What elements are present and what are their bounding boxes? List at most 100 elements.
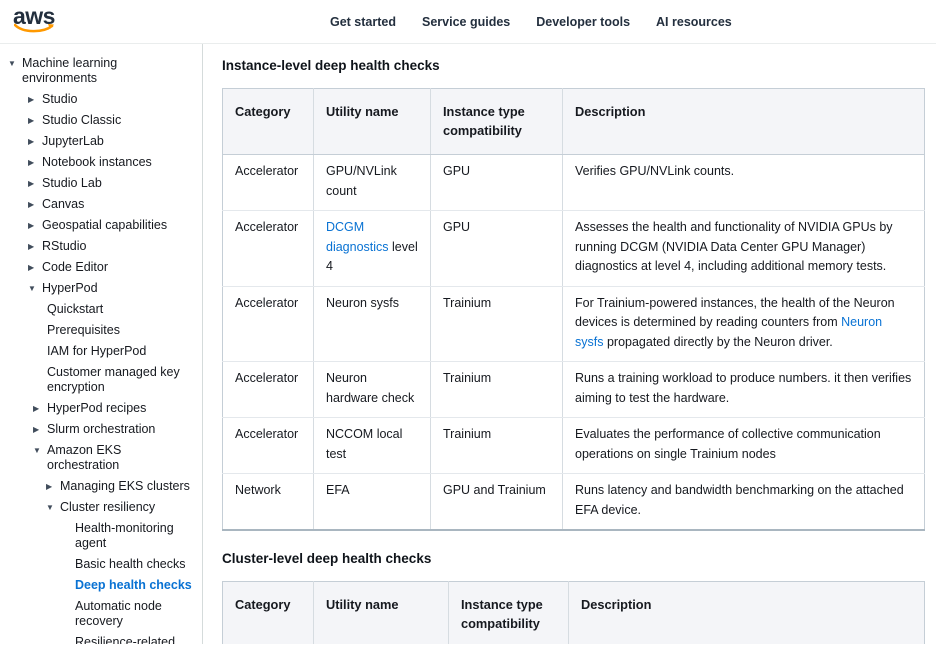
chevron-collapsed-icon[interactable]: ▶ xyxy=(28,263,35,272)
sidebar-item-rstudio[interactable]: ▶ RStudio xyxy=(0,236,202,257)
sidebar-item-label: HyperPod xyxy=(42,281,98,295)
sidebar-item-canvas[interactable]: ▶ Canvas xyxy=(0,194,202,215)
table-row: Accelerator Neuron hardware check Trainium… xyxy=(222,361,925,418)
sidebar-item-label: Studio xyxy=(42,92,78,106)
sidebar-item-automatic-node-recovery[interactable]: Automatic node recovery xyxy=(0,596,202,632)
table-cell-category: Accelerator xyxy=(222,286,314,362)
table-row: Accelerator Neuron sysfs Trainium For Train… xyxy=(222,286,925,362)
chevron-collapsed-icon[interactable]: ▶ xyxy=(28,116,35,125)
sidebar-item-label: Cluster resiliency xyxy=(60,500,156,514)
sidebar-item-amazon-eks-orchestration[interactable]: ▼ Amazon EKS orchestration xyxy=(0,440,202,476)
sidebar-item-quickstart[interactable]: Quickstart xyxy=(0,299,202,320)
sidebar-item-label: Studio Classic xyxy=(42,113,122,127)
top-nav-link-ai-resources[interactable]: AI resources xyxy=(656,15,732,29)
chevron-expanded-icon[interactable]: ▼ xyxy=(33,446,41,455)
table-cell-instance-type: Trainium xyxy=(430,361,563,418)
sidebar-item-basic-health-checks[interactable]: Basic health checks xyxy=(0,554,202,575)
page-layout: ▼ Machine learning environments ▶ Studio ▶ St… xyxy=(0,44,936,644)
sidebar-item-label: Prerequisites xyxy=(47,323,120,337)
chevron-collapsed-icon[interactable]: ▶ xyxy=(28,158,35,167)
sidebar-item-label: Automatic node recovery xyxy=(75,599,162,628)
sidebar-item-managing-eks-clusters[interactable]: ▶ Managing EKS clusters xyxy=(0,476,202,497)
table-row: Accelerator NCCOM local test Trainium Evalu… xyxy=(222,417,925,474)
table-header-cell: Category xyxy=(222,581,314,644)
sidebar-item-label: Code Editor xyxy=(42,260,109,274)
table-cell-instance-type: Trainium xyxy=(430,286,563,362)
sidebar-item-studio[interactable]: ▶ Studio xyxy=(0,89,202,110)
sidebar-item-label: Geospatial capabilities xyxy=(42,218,168,232)
sidebar-item-label: Health-monitoring agent xyxy=(75,521,174,550)
table-cell-utility-name: GPU/NVLink count xyxy=(313,154,431,211)
sidebar-item-health-monitoring-agent[interactable]: Health-monitoring agent xyxy=(0,518,202,554)
table-cell-description: Assesses the health and functionality of… xyxy=(562,210,925,287)
sidebar-item-label: JupyterLab xyxy=(42,134,104,148)
sidebar-item-customer-managed-key-encryption[interactable]: Customer managed key encryption xyxy=(0,362,202,398)
chevron-expanded-icon[interactable]: ▼ xyxy=(46,503,54,512)
top-nav-link-developer-tools[interactable]: Developer tools xyxy=(536,15,631,29)
table-header-cell: Utility name xyxy=(313,88,431,155)
sidebar-item-slurm-orchestration[interactable]: ▶ Slurm orchestration xyxy=(0,419,202,440)
table-cell-description: Verifies GPU/NVLink counts. xyxy=(562,154,925,211)
sidebar-item-machine-learning-environments[interactable]: ▼ Machine learning environments xyxy=(0,53,202,89)
chevron-collapsed-icon[interactable]: ▶ xyxy=(28,179,35,188)
table-cell-utility-name: EFA xyxy=(313,473,431,530)
sidebar-item-cluster-resiliency[interactable]: ▼ Cluster resiliency xyxy=(0,497,202,518)
sidebar-item-label: Quickstart xyxy=(47,302,104,316)
sidebar-item-studio-lab[interactable]: ▶ Studio Lab xyxy=(0,173,202,194)
sidebar-item-hyperpod-recipes[interactable]: ▶ HyperPod recipes xyxy=(0,398,202,419)
aws-logo[interactable]: aws xyxy=(13,5,57,34)
sidebar-item-deep-health-checks[interactable]: Deep health checks xyxy=(0,575,202,596)
sidebar-item-label: Machine learning environments xyxy=(22,56,118,85)
chevron-collapsed-icon[interactable]: ▶ xyxy=(33,404,40,413)
chevron-collapsed-icon[interactable]: ▶ xyxy=(28,200,35,209)
chevron-collapsed-icon[interactable]: ▶ xyxy=(46,482,53,491)
sidebar-item-label: RStudio xyxy=(42,239,87,253)
sidebar-item-prerequisites[interactable]: Prerequisites xyxy=(0,320,202,341)
chevron-collapsed-icon[interactable]: ▶ xyxy=(33,425,40,434)
doc-link-dcgm-diagnostics[interactable]: DCGM diagnostics xyxy=(326,220,389,254)
aws-smile-swoosh-icon xyxy=(14,23,54,33)
table-cell-instance-type: GPU xyxy=(430,154,563,211)
chevron-collapsed-icon[interactable]: ▶ xyxy=(28,242,35,251)
sidebar-item-jupyterlab[interactable]: ▶ JupyterLab xyxy=(0,131,202,152)
sidebar-item-label: Slurm orchestration xyxy=(47,422,156,436)
sidebar-item-resilience-related-kubernetes-labels[interactable]: Resilience-related Kubernetes labels xyxy=(0,632,202,644)
chevron-expanded-icon[interactable]: ▼ xyxy=(28,284,36,293)
sidebar-item-label: Customer managed key encryption xyxy=(47,365,180,394)
sidebar-item-iam-for-hyperpod[interactable]: IAM for HyperPod xyxy=(0,341,202,362)
table-header-cell: Description xyxy=(562,88,925,155)
top-nav-link-service-guides[interactable]: Service guides xyxy=(422,15,511,29)
table-cell-instance-type: GPU and Trainium xyxy=(430,473,563,530)
table-cell-category: Accelerator xyxy=(222,210,314,287)
table-header-cell: Utility name xyxy=(313,581,449,644)
sidebar-item-label: Notebook instances xyxy=(42,155,152,169)
chevron-collapsed-icon[interactable]: ▶ xyxy=(28,137,35,146)
sidebar-item-label: Deep health checks xyxy=(75,578,192,592)
section-title: Instance-level deep health checks xyxy=(222,58,440,73)
sidebar-item-code-editor[interactable]: ▶ Code Editor xyxy=(0,257,202,278)
main-content: Instance-level deep health checks Categor… xyxy=(203,44,936,644)
sidebar-item-label: Resilience-related Kubernetes labels xyxy=(75,635,176,644)
top-nav-link-get-started[interactable]: Get started xyxy=(330,15,396,29)
doc-link-neuron-sysfs[interactable]: Neuron sysfs xyxy=(575,315,883,349)
top-navigation: Get started Service guides Developer tools… xyxy=(330,0,732,44)
table-row: Network EFA GPU and Trainium Runs latency a… xyxy=(222,473,925,530)
chevron-collapsed-icon[interactable]: ▶ xyxy=(28,221,35,230)
aws-logo-text: aws xyxy=(13,3,55,29)
table-cell-utility-name: NCCOM local test xyxy=(313,417,431,474)
table-cell-description: Evaluates the performance of collective … xyxy=(562,417,925,474)
section-1: Cluster-level deep health checks Category… xyxy=(222,551,925,644)
table-header-cell: Category xyxy=(222,88,314,155)
chevron-expanded-icon[interactable]: ▼ xyxy=(8,59,16,68)
sidebar-item-notebook-instances[interactable]: ▶ Notebook instances xyxy=(0,152,202,173)
sidebar-item-hyperpod[interactable]: ▼ HyperPod xyxy=(0,278,202,299)
sidebar-item-label: IAM for HyperPod xyxy=(47,344,147,358)
table-cell-description: Runs latency and bandwidth benchmarking … xyxy=(575,483,904,517)
sidebar-item-studio-classic[interactable]: ▶ Studio Classic xyxy=(0,110,202,131)
table-cell-utility-name: DCGM diagnostics level 4 xyxy=(313,210,431,287)
table-header-cell: Instance type compatibility xyxy=(448,581,569,644)
sidebar-item-label: Studio Lab xyxy=(42,176,102,190)
sidebar-item-geospatial-capabilities[interactable]: ▶ Geospatial capabilities xyxy=(0,215,202,236)
chevron-collapsed-icon[interactable]: ▶ xyxy=(28,95,35,104)
table-row: Accelerator GPU/NVLink count GPU Verifies G… xyxy=(222,154,925,211)
